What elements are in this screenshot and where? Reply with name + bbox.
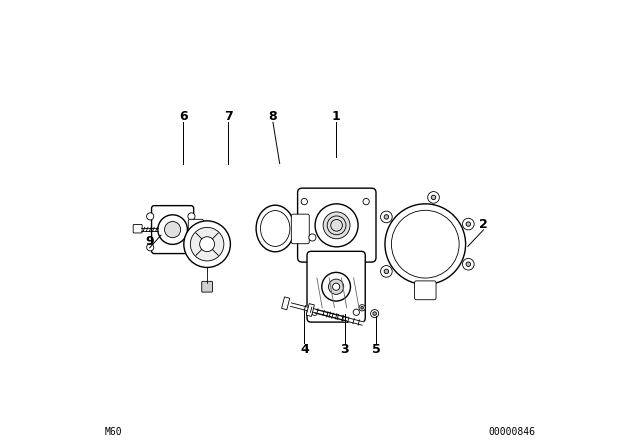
FancyBboxPatch shape — [291, 214, 309, 244]
Circle shape — [466, 222, 470, 226]
Circle shape — [384, 215, 388, 219]
Circle shape — [147, 213, 154, 220]
Circle shape — [392, 210, 459, 278]
Circle shape — [188, 244, 195, 251]
Text: 7: 7 — [224, 110, 232, 123]
FancyBboxPatch shape — [152, 206, 194, 254]
Circle shape — [184, 221, 230, 267]
FancyBboxPatch shape — [133, 224, 142, 233]
FancyBboxPatch shape — [298, 188, 376, 262]
Circle shape — [190, 228, 224, 261]
Circle shape — [431, 195, 436, 200]
FancyBboxPatch shape — [188, 220, 204, 241]
Text: 00000846: 00000846 — [488, 427, 535, 437]
Polygon shape — [291, 303, 348, 321]
Circle shape — [301, 198, 307, 205]
Circle shape — [384, 269, 388, 274]
Circle shape — [423, 289, 428, 294]
Text: 2: 2 — [479, 217, 488, 231]
Circle shape — [381, 266, 392, 277]
Circle shape — [322, 272, 351, 301]
Circle shape — [328, 279, 344, 294]
Circle shape — [312, 309, 318, 315]
Text: 3: 3 — [340, 343, 349, 356]
Ellipse shape — [260, 211, 290, 246]
Polygon shape — [315, 310, 363, 325]
Circle shape — [381, 211, 392, 223]
Circle shape — [200, 237, 214, 252]
Circle shape — [373, 312, 376, 315]
FancyBboxPatch shape — [415, 281, 436, 300]
Polygon shape — [282, 297, 290, 310]
Circle shape — [463, 218, 474, 230]
Circle shape — [164, 222, 180, 237]
FancyBboxPatch shape — [202, 281, 212, 292]
Circle shape — [371, 310, 379, 318]
Polygon shape — [306, 304, 314, 316]
FancyBboxPatch shape — [307, 251, 365, 322]
Text: 5: 5 — [372, 343, 380, 356]
Circle shape — [323, 212, 350, 239]
Circle shape — [309, 234, 316, 241]
Circle shape — [463, 258, 474, 270]
Circle shape — [158, 215, 188, 245]
Text: 8: 8 — [269, 110, 277, 123]
Circle shape — [361, 306, 364, 309]
Circle shape — [385, 204, 466, 284]
Circle shape — [466, 262, 470, 267]
Circle shape — [315, 204, 358, 247]
Circle shape — [353, 309, 360, 315]
Circle shape — [359, 305, 365, 311]
Circle shape — [428, 192, 439, 203]
Text: M60: M60 — [105, 427, 123, 437]
Circle shape — [188, 213, 195, 220]
Circle shape — [419, 286, 431, 297]
Text: 4: 4 — [300, 343, 308, 356]
Text: 1: 1 — [332, 110, 340, 123]
Circle shape — [363, 198, 369, 205]
Circle shape — [147, 244, 154, 251]
Circle shape — [333, 283, 340, 290]
Text: 9: 9 — [145, 235, 154, 249]
Ellipse shape — [256, 205, 294, 252]
Text: 6: 6 — [179, 110, 188, 123]
